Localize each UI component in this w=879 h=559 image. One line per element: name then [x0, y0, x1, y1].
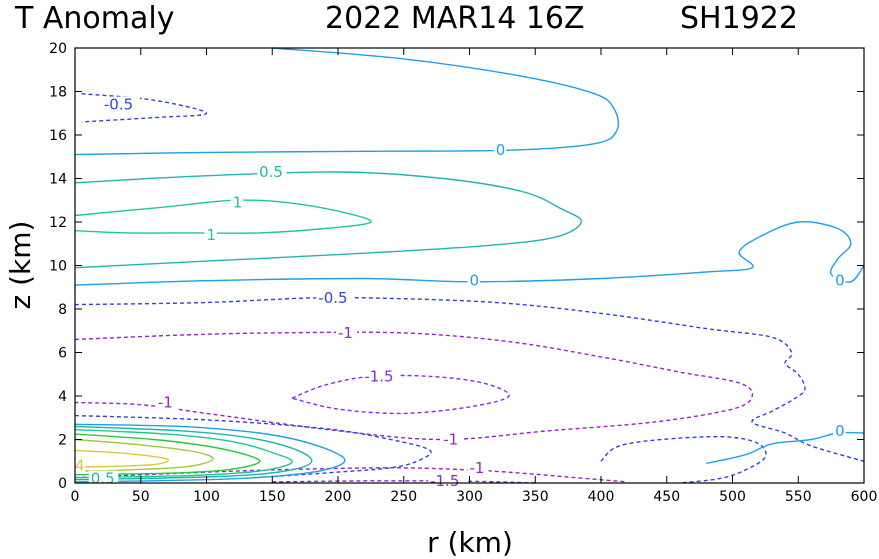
- y-tick-label-8: 8: [58, 302, 67, 318]
- contour-label-bg-6: [833, 272, 846, 289]
- contour-label-bg-7: [316, 290, 355, 307]
- contour-label-bg-14: [428, 472, 467, 489]
- contour-label-15: 4: [75, 457, 85, 475]
- x-axis-label: r (km): [427, 526, 513, 559]
- contour-line-4-18: [74, 449, 170, 468]
- contour-label-7: -0.5: [318, 289, 347, 307]
- contour-label-11: -1: [443, 431, 458, 449]
- contour-line-0-1: [74, 47, 620, 156]
- contour-labels: -0.5 0 0.5 11 0 0 -0.5 -1 -1.5 -1 -1 0 -1 -1.5 4 0.5: [73, 96, 846, 490]
- x-tick-label-250: 250: [390, 489, 417, 505]
- y-tick-label-0: 0: [58, 476, 67, 492]
- contour-label-bg-3: [230, 194, 244, 211]
- y-tick-label-12: 12: [49, 215, 67, 231]
- x-tick-label-400: 400: [588, 489, 615, 505]
- contour-line-0_5-2: [74, 171, 583, 269]
- contour-line--1-10: [74, 467, 628, 483]
- contour-label-bg-10: [155, 394, 177, 411]
- contour-line--1_5-11: [272, 480, 536, 484]
- y-tick-label-4: 4: [58, 389, 67, 405]
- contour-line--1_5-7: [291, 374, 510, 415]
- contour-label-14: -1.5: [430, 472, 459, 490]
- contour-label-bg-15: [73, 457, 86, 474]
- x-tick-label-0: 0: [71, 489, 80, 505]
- contour-label-8: -1: [338, 324, 353, 342]
- x-tick-label-450: 450: [653, 489, 680, 505]
- contour-line-0_5-14: [74, 425, 313, 481]
- contour-label-3: 1: [233, 193, 243, 211]
- contour-label-4: 1: [207, 226, 217, 244]
- x-tick-label-500: 500: [719, 489, 746, 505]
- contour-label-6: 0: [835, 272, 845, 290]
- contour-label-bg-9: [362, 368, 401, 385]
- contour-label-5: 0: [470, 272, 480, 290]
- chart-storm-id: SH1922: [680, 1, 798, 36]
- contour-line--0_5-9: [600, 435, 767, 484]
- contour-label-bg-0: [101, 96, 140, 113]
- contour-label-2: 0.5: [259, 163, 283, 181]
- contour-label-12: 0: [835, 422, 845, 440]
- x-tick-label-150: 150: [259, 489, 286, 505]
- contour-label-9: -1.5: [364, 367, 393, 385]
- contour-line-1-3: [74, 199, 372, 234]
- y-tick-label-18: 18: [49, 85, 67, 101]
- contour-line-3-17: [74, 438, 214, 472]
- x-tick-label-200: 200: [325, 489, 352, 505]
- contour-line-0-4: [74, 221, 865, 286]
- contour-label-bg-11: [441, 431, 463, 448]
- x-tick-label-550: 550: [785, 489, 812, 505]
- x-tick-label-100: 100: [193, 489, 220, 505]
- y-tick-label-20: 20: [49, 41, 67, 57]
- contour-label-bg-1: [493, 142, 507, 159]
- plot-frame: [74, 47, 865, 484]
- y-tick-label-2: 2: [58, 433, 67, 449]
- contour-label-bg-5: [467, 272, 480, 289]
- contour-label-10: -1: [158, 394, 173, 412]
- y-tick-label-14: 14: [49, 172, 67, 188]
- y-tick-label-10: 10: [49, 259, 67, 275]
- contour-label-1: 0: [496, 141, 506, 159]
- contour-label-bg-8: [336, 324, 357, 341]
- x-tick-label-50: 50: [132, 489, 150, 505]
- chart-timestamp: 2022 MAR14 16Z: [325, 1, 585, 36]
- contour-label-bg-4: [204, 227, 217, 243]
- contour-lines: [74, 47, 865, 484]
- chart-title: T Anomaly: [14, 1, 174, 36]
- contour-label-bg-2: [257, 164, 287, 180]
- contour-line-2-16: [74, 433, 261, 476]
- x-axis: 0 50 100 150 200 250 300 350 400 450 500 550 600: [71, 48, 878, 505]
- contour-line-1-15: [74, 429, 293, 479]
- contour-label-16: 0.5: [91, 470, 115, 488]
- y-axis-label: z (km): [4, 221, 37, 310]
- contour-line--0_5-8: [74, 414, 432, 478]
- y-tick-label-6: 6: [58, 346, 67, 362]
- contour-line--0_5-0: [81, 93, 208, 123]
- contour-label-0: -0.5: [104, 96, 133, 114]
- y-tick-label-16: 16: [49, 128, 67, 144]
- x-tick-label-350: 350: [522, 489, 549, 505]
- x-tick-label-600: 600: [851, 489, 878, 505]
- contour-label-bg-12: [833, 422, 846, 439]
- x-tick-label-300: 300: [456, 489, 483, 505]
- contour-label-bg-13: [467, 459, 489, 476]
- contour-label-13: -1: [470, 459, 485, 477]
- contour-line--1-6: [74, 331, 754, 441]
